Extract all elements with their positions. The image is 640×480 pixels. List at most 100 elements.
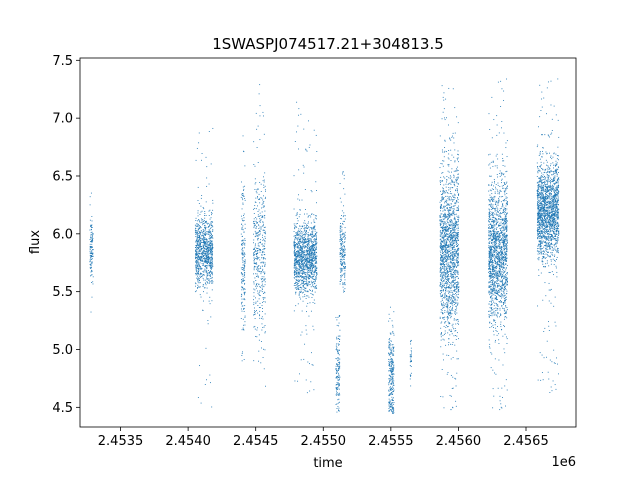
data-point bbox=[205, 226, 207, 228]
data-point bbox=[294, 271, 296, 273]
data-point bbox=[199, 249, 201, 251]
data-point bbox=[447, 211, 449, 213]
data-point bbox=[307, 271, 309, 273]
data-point bbox=[205, 227, 207, 229]
data-point bbox=[257, 300, 259, 302]
data-point bbox=[199, 249, 201, 251]
data-point bbox=[391, 379, 393, 381]
data-point bbox=[198, 243, 200, 245]
data-point bbox=[340, 225, 342, 227]
data-point bbox=[209, 243, 211, 245]
data-point bbox=[308, 243, 310, 245]
data-point bbox=[314, 291, 316, 293]
data-point bbox=[341, 230, 343, 232]
data-point bbox=[340, 238, 342, 240]
data-point bbox=[206, 257, 207, 259]
data-point bbox=[340, 242, 342, 244]
data-point bbox=[452, 223, 454, 225]
data-point bbox=[211, 267, 212, 269]
data-point bbox=[257, 188, 259, 190]
data-point bbox=[203, 247, 205, 249]
data-point bbox=[306, 263, 308, 265]
data-point bbox=[445, 273, 447, 275]
data-point bbox=[452, 247, 454, 249]
data-point bbox=[450, 287, 452, 289]
data-point bbox=[391, 403, 393, 405]
data-point bbox=[445, 324, 447, 326]
data-point bbox=[453, 260, 455, 261]
data-point bbox=[256, 270, 258, 272]
data-point bbox=[196, 234, 198, 236]
data-point bbox=[255, 297, 256, 299]
data-point bbox=[314, 251, 316, 253]
data-point bbox=[309, 261, 310, 262]
data-point bbox=[440, 246, 442, 248]
data-point bbox=[205, 221, 206, 222]
data-point bbox=[448, 165, 450, 167]
data-point bbox=[208, 250, 209, 252]
data-point bbox=[196, 253, 198, 255]
data-point bbox=[200, 402, 202, 404]
data-point bbox=[196, 236, 198, 238]
data-point bbox=[390, 406, 392, 408]
data-point bbox=[210, 280, 212, 282]
data-point bbox=[456, 169, 458, 171]
data-point bbox=[211, 245, 213, 247]
data-point bbox=[311, 297, 313, 298]
data-point bbox=[341, 254, 343, 256]
data-point bbox=[449, 228, 451, 229]
data-point bbox=[338, 379, 340, 381]
data-point bbox=[91, 241, 93, 243]
data-point bbox=[337, 383, 339, 385]
data-point bbox=[452, 357, 454, 358]
data-point bbox=[205, 239, 207, 241]
data-point bbox=[389, 403, 391, 404]
data-point bbox=[310, 265, 312, 267]
data-point bbox=[206, 260, 208, 262]
data-point bbox=[258, 283, 260, 285]
data-point bbox=[256, 189, 258, 191]
data-point bbox=[293, 272, 295, 274]
data-point bbox=[244, 253, 246, 255]
data-point bbox=[91, 282, 93, 283]
data-point bbox=[306, 291, 308, 293]
data-point bbox=[204, 250, 206, 252]
data-point bbox=[341, 275, 343, 277]
data-point bbox=[453, 253, 455, 255]
data-point bbox=[308, 238, 310, 240]
data-point bbox=[441, 281, 443, 283]
data-point bbox=[209, 252, 211, 253]
data-point bbox=[392, 363, 394, 365]
data-point bbox=[339, 253, 341, 255]
data-point bbox=[207, 248, 209, 250]
data-point bbox=[304, 253, 306, 255]
data-point bbox=[451, 294, 453, 296]
data-point bbox=[212, 127, 214, 129]
data-point bbox=[313, 252, 315, 254]
data-point bbox=[207, 257, 209, 259]
data-point bbox=[244, 240, 246, 241]
data-point bbox=[295, 273, 297, 275]
data-point bbox=[388, 339, 390, 340]
data-point bbox=[300, 238, 302, 240]
data-point bbox=[196, 272, 198, 274]
data-point bbox=[449, 291, 450, 293]
data-point bbox=[241, 293, 243, 295]
data-point bbox=[447, 256, 449, 258]
data-point bbox=[453, 175, 455, 177]
data-point bbox=[294, 252, 296, 254]
data-point bbox=[447, 246, 448, 248]
data-point bbox=[299, 249, 301, 251]
data-point bbox=[342, 171, 344, 173]
data-point bbox=[388, 395, 390, 397]
data-point bbox=[442, 249, 444, 250]
data-point bbox=[453, 224, 455, 226]
data-point bbox=[296, 252, 298, 254]
data-point bbox=[295, 232, 297, 234]
data-point bbox=[440, 294, 442, 296]
data-point bbox=[260, 266, 261, 268]
data-point bbox=[307, 245, 308, 247]
data-point bbox=[203, 284, 205, 286]
data-point bbox=[90, 237, 92, 239]
data-point bbox=[337, 351, 339, 352]
